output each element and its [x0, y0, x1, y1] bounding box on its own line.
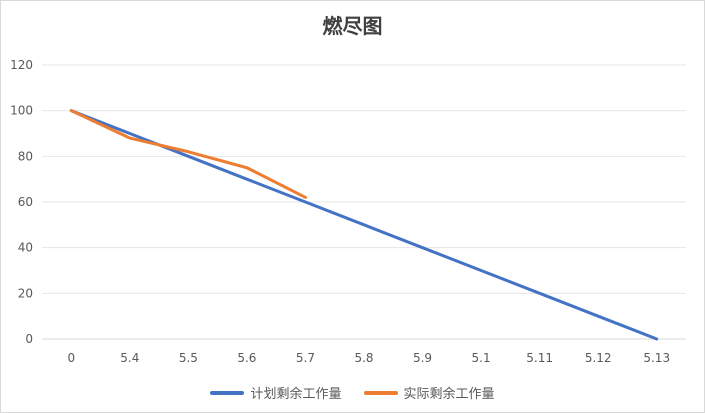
y-tick-label: 20	[18, 286, 33, 300]
x-tick-label: 5.7	[296, 351, 315, 365]
grid-lines	[42, 64, 686, 340]
legend-item-planned: 计划剩余工作量	[210, 383, 342, 402]
x-tick-label: 5.4	[120, 351, 139, 365]
series-line-actual	[69, 109, 307, 199]
x-tick-label: 5.8	[354, 351, 373, 365]
y-tick-label: 100	[10, 104, 33, 118]
y-tick-label: 0	[25, 332, 33, 346]
legend-item-actual: 实际剩余工作量	[363, 383, 495, 402]
x-tick-label: 0	[67, 351, 75, 365]
y-tick-label: 80	[18, 149, 33, 163]
y-tick-label: 60	[18, 195, 33, 209]
x-tick-label: 5.1	[472, 351, 491, 365]
x-tick-label: 5.9	[413, 351, 432, 365]
x-tick-label: 5.11	[526, 351, 553, 365]
legend-label-planned: 计划剩余工作量	[250, 387, 342, 402]
x-tick-label: 5.6	[237, 351, 256, 365]
legend-swatch-planned	[210, 390, 245, 395]
x-tick-label: 5.13	[643, 351, 670, 365]
legend-label-actual: 实际剩余工作量	[403, 387, 495, 402]
legend-swatch-actual	[363, 390, 398, 395]
series-lines	[69, 109, 659, 341]
x-axis-ticks: 0 5.4 5.5 5.6 5.7 5.8 5.9 5.1 5.11 5.12 5.13	[67, 351, 670, 365]
x-tick-label: 5.12	[585, 351, 612, 365]
chart-title: 燃尽图	[322, 14, 383, 38]
y-tick-label: 40	[18, 241, 33, 255]
y-tick-label: 120	[10, 58, 33, 72]
x-tick-label: 5.5	[179, 351, 198, 365]
y-axis-ticks: 0 20 40 60 80 100 120	[10, 58, 33, 346]
legend: 计划剩余工作量 实际剩余工作量	[0, 383, 705, 402]
